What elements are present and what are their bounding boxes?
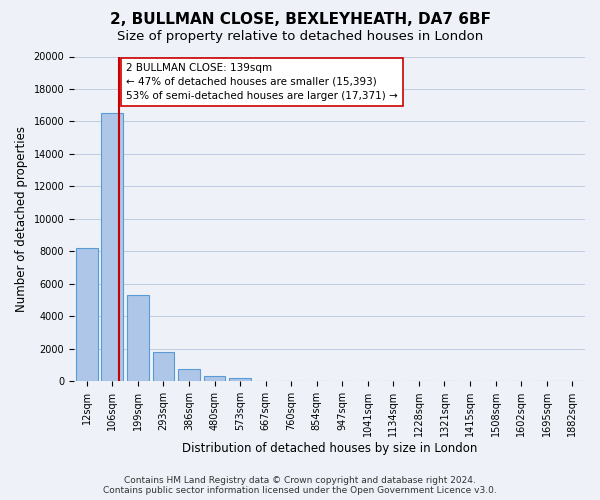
Text: Contains HM Land Registry data © Crown copyright and database right 2024.
Contai: Contains HM Land Registry data © Crown c… bbox=[103, 476, 497, 495]
Y-axis label: Number of detached properties: Number of detached properties bbox=[15, 126, 28, 312]
Bar bbox=[101, 114, 123, 381]
Bar bbox=[127, 295, 149, 381]
Bar bbox=[152, 352, 175, 381]
Text: Size of property relative to detached houses in London: Size of property relative to detached ho… bbox=[117, 30, 483, 43]
Bar bbox=[203, 376, 226, 381]
Text: 2, BULLMAN CLOSE, BEXLEYHEATH, DA7 6BF: 2, BULLMAN CLOSE, BEXLEYHEATH, DA7 6BF bbox=[110, 12, 491, 28]
X-axis label: Distribution of detached houses by size in London: Distribution of detached houses by size … bbox=[182, 442, 477, 455]
Bar bbox=[229, 378, 251, 381]
Text: 2 BULLMAN CLOSE: 139sqm
← 47% of detached houses are smaller (15,393)
53% of sem: 2 BULLMAN CLOSE: 139sqm ← 47% of detache… bbox=[127, 63, 398, 101]
Bar bbox=[178, 369, 200, 381]
Bar bbox=[76, 248, 98, 381]
